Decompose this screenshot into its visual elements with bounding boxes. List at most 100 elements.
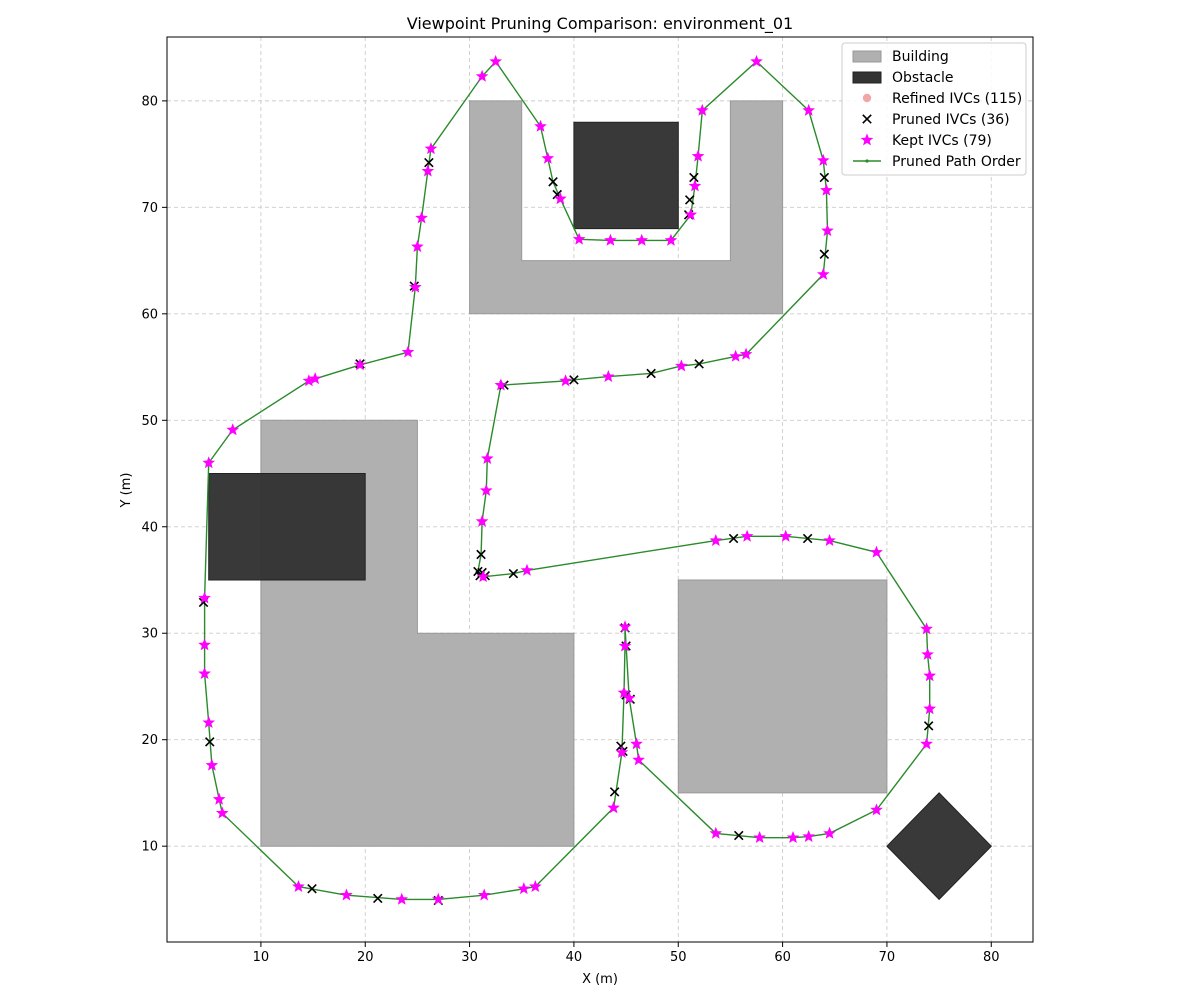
kept-ivc-marker: [615, 745, 629, 758]
legend-swatch-kept: [860, 133, 874, 146]
kept-ivc-marker: [923, 702, 937, 715]
kept-ivc-marker: [709, 826, 723, 839]
kept-ivc-marker: [688, 179, 702, 192]
kept-ivc-marker: [431, 892, 445, 905]
kept-ivc-marker: [476, 570, 490, 583]
kept-ivc-marker: [409, 280, 422, 293]
legend-swatch-refined: [862, 93, 872, 103]
kept-ivc-marker: [520, 563, 534, 576]
kept-ivc-marker: [489, 54, 502, 67]
legend-swatch-path: [853, 159, 881, 163]
kept-ivc-marker: [823, 826, 836, 839]
axes-frame: [166, 36, 1034, 943]
pruned-ivc-marker: [569, 375, 579, 385]
kept-ivc-marker: [411, 240, 424, 253]
kept-ivc-marker: [559, 374, 572, 387]
kept-ivc-marker: [635, 233, 649, 246]
kept-ivc-marker: [475, 69, 489, 82]
kept-ivc-marker: [691, 149, 705, 162]
y-tick-label: 40: [141, 520, 158, 535]
kept-ivc-marker: [739, 347, 753, 360]
pruned-ivc-marker: [476, 549, 486, 560]
kept-ivc-marker: [870, 803, 883, 816]
legend-label-obstacle: Obstacle: [892, 70, 953, 86]
pruned-ivc-marker: [819, 172, 830, 183]
kept-ivc-marker: [821, 224, 834, 237]
kept-ivc-marker: [424, 142, 438, 155]
kept-ivc-marker: [481, 451, 494, 464]
y-tick-label: 10: [141, 840, 158, 855]
building: [677, 579, 888, 794]
kept-ivc-marker: [675, 359, 688, 372]
pruned-ivc-marker: [372, 893, 383, 904]
kept-ivc-marker: [541, 151, 555, 164]
kept-ivc-marker: [923, 669, 937, 682]
kept-ivc-marker: [802, 829, 815, 842]
kept-ivc-marker: [740, 529, 754, 542]
kept-ivc-marker: [786, 831, 800, 844]
kept-ivc-marker: [729, 349, 742, 362]
kept-ivc-marker: [198, 667, 211, 680]
kept-ivc-marker: [202, 716, 216, 729]
y-tick-label: 70: [141, 201, 158, 216]
pruned-ivc-marker: [819, 249, 830, 259]
legend-label-pruned: Pruned IVCs (36): [892, 112, 1010, 128]
kept-ivc-marker: [554, 192, 567, 205]
kept-ivc-marker: [477, 888, 491, 901]
kept-ivc-marker: [617, 686, 631, 699]
kept-ivc-marker: [753, 831, 766, 844]
y-tick-label: 30: [141, 627, 158, 642]
legend-label-path: Pruned Path Order: [892, 154, 1021, 170]
pruned-ivc-marker: [802, 533, 813, 544]
kept-ivc-marker: [212, 792, 226, 805]
legend-box: [841, 42, 1027, 176]
legend-label-refined: Refined IVCs (115): [892, 91, 1022, 107]
pruned-ivc-marker: [508, 568, 519, 579]
pruned-ivc-marker: [616, 741, 626, 751]
x-tick-label: 80: [983, 950, 1000, 965]
pruned-ivc-marker: [424, 157, 434, 168]
kept-ivc-marker: [572, 232, 586, 245]
kept-ivc-marker: [308, 372, 322, 385]
kept-ivc-marker: [823, 533, 836, 546]
x-tick-label: 20: [357, 950, 374, 965]
kept-ivc-marker: [920, 737, 933, 750]
kept-ivc-marker: [779, 529, 793, 542]
legend-swatch-building: [852, 50, 882, 63]
y-tick-label: 80: [141, 94, 158, 109]
y-axis-label: Y (m): [119, 473, 134, 509]
kept-ivc-marker: [340, 888, 353, 901]
pruned-ivc-marker: [205, 737, 215, 747]
kept-ivc-marker: [292, 880, 305, 893]
kept-ivc-marker: [622, 691, 636, 704]
kept-ivc-marker: [415, 211, 428, 224]
legend-swatch-pruned: [862, 114, 872, 124]
pruned-ivc-marker: [307, 883, 317, 894]
kept-ivc-marker: [750, 54, 763, 67]
x-tick-label: 60: [774, 950, 791, 965]
kept-ivc-marker: [205, 758, 219, 771]
kept-ivc-marker: [684, 208, 698, 221]
pruned-ivc-marker: [646, 368, 656, 379]
x-tick-label: 30: [461, 950, 478, 965]
x-tick-label: 40: [566, 950, 583, 965]
kept-ivc-marker: [198, 591, 211, 604]
kept-ivc-marker: [494, 378, 508, 391]
x-tick-label: 10: [253, 950, 270, 965]
x-tick-label: 50: [670, 950, 687, 965]
kept-ivc-marker: [534, 119, 547, 132]
pruned-ivc-marker: [689, 172, 699, 183]
obstacle: [886, 792, 993, 901]
kept-ivc-marker: [816, 267, 830, 280]
kept-ivc-marker: [632, 753, 645, 766]
kept-ivc-marker: [198, 638, 211, 651]
x-axis-label: X (m): [582, 972, 618, 987]
obstacle: [573, 121, 679, 230]
kept-ivc-marker: [820, 183, 833, 196]
kept-ivc-marker: [421, 164, 435, 177]
pruned-ivc-marker: [684, 195, 695, 205]
kept-ivc-marker: [475, 514, 489, 527]
kept-ivc-marker: [695, 103, 709, 116]
kept-ivc-marker: [630, 737, 643, 750]
